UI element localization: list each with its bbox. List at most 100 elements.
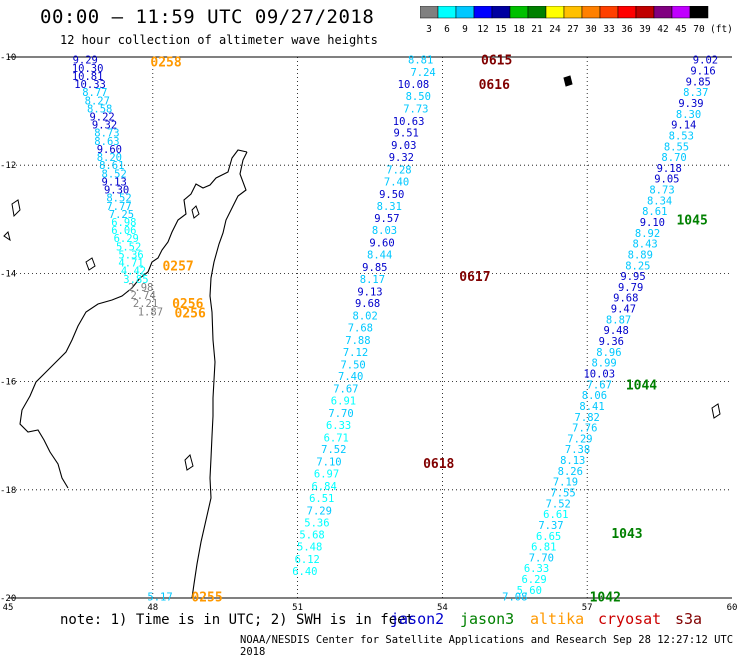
colorbar-label: 15 bbox=[495, 24, 506, 35]
wave-height-value: 8.77 bbox=[82, 87, 107, 99]
wave-height-value: 6.29 bbox=[521, 574, 546, 586]
pass-time-label: 1043 bbox=[611, 527, 642, 542]
wave-height-value: 7.52 bbox=[546, 498, 571, 510]
wave-height-value: 8.63 bbox=[94, 136, 119, 148]
wave-height-value: 7.38 bbox=[565, 444, 590, 456]
wave-height-value: 9.22 bbox=[89, 112, 114, 124]
lat-tick-label: -14 bbox=[0, 269, 16, 279]
wave-height-value: 9.85 bbox=[362, 262, 387, 274]
wave-height-value: 9.60 bbox=[369, 238, 394, 250]
legend-cryosat: cryosat bbox=[598, 610, 662, 628]
s3a-west-track: 5.17 bbox=[147, 591, 172, 603]
wave-height-value: 8.43 bbox=[632, 239, 657, 251]
wave-height-value: 6.29 bbox=[114, 233, 139, 245]
wave-height-value: 9.03 bbox=[391, 140, 416, 152]
wave-height-value: 7.29 bbox=[307, 505, 332, 517]
altimeter-tracks: 8.817.2410.088.507.7310.639.519.039.327.… bbox=[72, 55, 718, 604]
wave-height-value: 8.81 bbox=[408, 55, 433, 67]
wave-height-value: 7.76 bbox=[572, 423, 597, 435]
altika-track: 9.2910.3010.8110.338.778.278.589.229.328… bbox=[72, 55, 163, 319]
wave-height-value: 9.48 bbox=[604, 325, 629, 337]
wave-height-value: 8.34 bbox=[647, 195, 672, 207]
wave-height-value: 5.36 bbox=[304, 517, 329, 529]
wave-height-value: 7.52 bbox=[321, 444, 346, 456]
wave-height-value: 9.68 bbox=[355, 298, 380, 310]
pass-time-label: 0255 bbox=[191, 590, 222, 605]
lon-tick-label: 48 bbox=[147, 603, 158, 610]
colorbar-label: 6 bbox=[444, 24, 450, 35]
wave-height-value: 8.53 bbox=[669, 130, 694, 142]
wave-height-value: 6.40 bbox=[292, 566, 317, 578]
wave-height-value: 8.52 bbox=[106, 193, 131, 205]
colorbar-unit: (ft) bbox=[710, 24, 733, 35]
map-title: 00:00 — 11:59 UTC 09/27/2018 bbox=[40, 6, 375, 28]
wave-height-value: 5.48 bbox=[297, 542, 322, 554]
wave-height-value: 9.32 bbox=[389, 152, 414, 164]
colorbar-label: 39 bbox=[639, 24, 651, 35]
wave-height-value: 9.50 bbox=[379, 189, 404, 201]
wave-height-value: 4.42 bbox=[121, 266, 146, 278]
lat-tick-label: -10 bbox=[0, 53, 16, 63]
wave-height-value: 9.29 bbox=[73, 55, 98, 67]
credit-line: NOAA/NESDIS Center for Satellite Applica… bbox=[240, 634, 734, 658]
pass-time-label: 1042 bbox=[590, 590, 621, 605]
wave-height-value: 8.26 bbox=[558, 466, 583, 478]
wave-height-value: 5.52 bbox=[116, 241, 141, 253]
wave-height-value: 7.77 bbox=[106, 201, 131, 213]
wave-height-value: 7.24 bbox=[410, 67, 435, 79]
wave-height-value: 7.70 bbox=[529, 552, 554, 564]
map-subtitle: 12 hour collection of altimeter wave hei… bbox=[60, 33, 378, 47]
wave-height-value: 8.50 bbox=[406, 91, 431, 103]
wave-height-value: 7.19 bbox=[553, 477, 578, 489]
lat-tick-label: -20 bbox=[0, 594, 16, 604]
wave-height-value: 6.97 bbox=[314, 469, 339, 481]
comoros-island-2 bbox=[3, 231, 11, 242]
wave-height-value: 7.25 bbox=[109, 209, 134, 221]
wave-height-value: 10.63 bbox=[393, 116, 425, 128]
wave-height-value: 7.68 bbox=[348, 323, 373, 335]
wave-height-value: 2.74 bbox=[130, 290, 155, 302]
wave-height-value: 8.99 bbox=[591, 358, 616, 370]
wave-height-value: 9.57 bbox=[374, 213, 399, 225]
wave-height-value: 9.68 bbox=[613, 293, 638, 305]
wave-height-value: 9.36 bbox=[599, 336, 624, 348]
legend-jason2: jason2 bbox=[390, 610, 445, 628]
wave-height-value: 2.21 bbox=[133, 298, 158, 310]
mauritius-islet bbox=[563, 75, 573, 87]
wave-height-value: 6.65 bbox=[536, 531, 561, 543]
colorbar-swatch bbox=[689, 6, 709, 19]
altimeter-map: 45 48 51 54 57 60-10-12-14-16-18-20 8.817.241… bbox=[0, 53, 738, 610]
wave-height-value: 8.44 bbox=[367, 249, 392, 261]
jason2-track: 8.817.2410.088.507.7310.639.519.039.327.… bbox=[292, 55, 436, 578]
wave-height-value: 8.61 bbox=[99, 160, 124, 172]
wave-height-value: 8.73 bbox=[94, 128, 119, 140]
wave-height-value: 8.73 bbox=[649, 185, 674, 197]
legend-s3a: s3a bbox=[675, 610, 703, 628]
lon-tick-label: 60 bbox=[727, 603, 738, 610]
wave-height-value: 6.81 bbox=[531, 542, 556, 554]
wave-height-value: 5.68 bbox=[299, 530, 324, 542]
wave-height-value: 8.13 bbox=[560, 455, 585, 467]
wave-height-value: 9.18 bbox=[657, 163, 682, 175]
wave-height-value: 8.87 bbox=[606, 314, 631, 326]
wave-height-value: 9.51 bbox=[394, 128, 419, 140]
wave-height-value: 8.06 bbox=[582, 390, 607, 402]
pass-time-label: 0258 bbox=[150, 55, 181, 70]
wave-height-value: 9.32 bbox=[92, 120, 117, 132]
north-islet bbox=[191, 205, 200, 219]
comoros-island-1 bbox=[11, 199, 21, 218]
wave-height-value: 2.98 bbox=[128, 282, 153, 294]
lat-tick-label: -12 bbox=[0, 161, 16, 171]
lat-tick-label: -18 bbox=[0, 486, 16, 496]
wave-height-value: 7.12 bbox=[343, 347, 368, 359]
wave-height-value: 8.61 bbox=[642, 206, 667, 218]
colorbar-label: 9 bbox=[462, 24, 468, 35]
units-note: note: 1) Time is in UTC; 2) SWH is in fe… bbox=[60, 612, 415, 628]
wave-height-value: 8.03 bbox=[372, 225, 397, 237]
colorbar-label: 3 bbox=[426, 24, 432, 35]
wave-height-value: 8.20 bbox=[97, 152, 122, 164]
wave-height-value: 1.87 bbox=[138, 306, 163, 318]
wave-height-value: 9.14 bbox=[671, 120, 696, 132]
colorbar-label: 33 bbox=[603, 24, 614, 35]
